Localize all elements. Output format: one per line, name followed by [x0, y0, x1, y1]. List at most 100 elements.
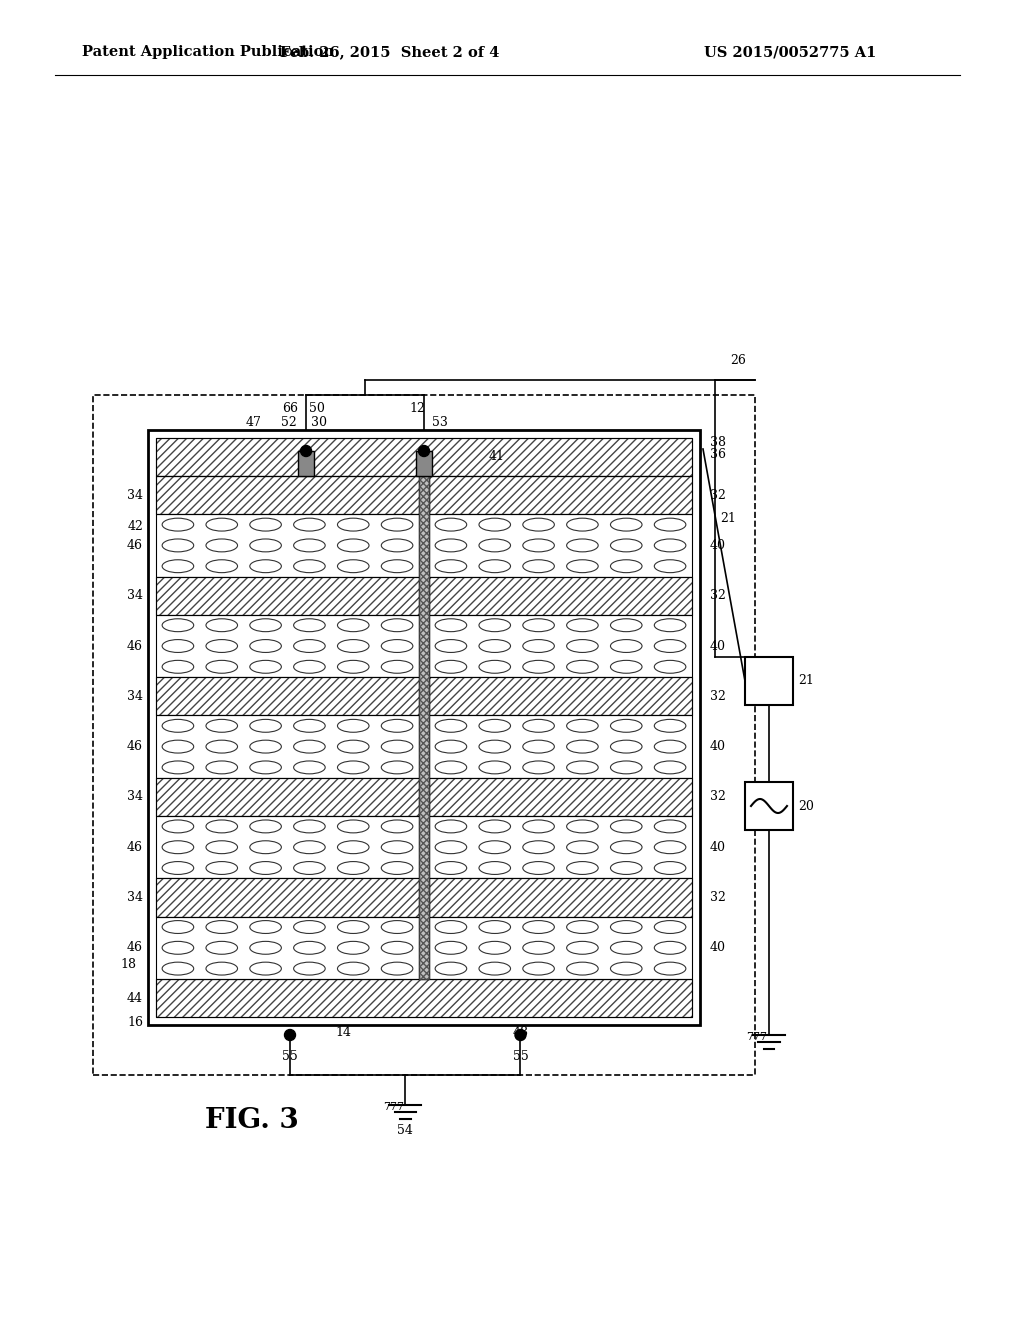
Ellipse shape	[250, 619, 282, 632]
Ellipse shape	[206, 920, 238, 933]
Ellipse shape	[654, 841, 686, 854]
Ellipse shape	[206, 719, 238, 733]
Ellipse shape	[294, 941, 326, 954]
Ellipse shape	[610, 719, 642, 733]
Text: 32: 32	[710, 791, 726, 804]
Text: 40: 40	[710, 941, 726, 954]
Ellipse shape	[294, 920, 326, 933]
Text: 34: 34	[127, 791, 143, 804]
Bar	[156, 979, 692, 1016]
Ellipse shape	[523, 820, 554, 833]
Ellipse shape	[479, 862, 511, 874]
Text: 18: 18	[120, 957, 136, 970]
Ellipse shape	[250, 820, 282, 833]
Ellipse shape	[610, 962, 642, 975]
Ellipse shape	[338, 862, 369, 874]
Circle shape	[419, 446, 429, 457]
Ellipse shape	[162, 560, 194, 573]
Ellipse shape	[250, 519, 282, 531]
Bar	[429, 577, 692, 615]
Ellipse shape	[162, 941, 194, 954]
Ellipse shape	[162, 862, 194, 874]
Ellipse shape	[523, 841, 554, 854]
Ellipse shape	[523, 539, 554, 552]
Text: 777: 777	[746, 1032, 768, 1041]
Bar	[429, 878, 692, 916]
Ellipse shape	[162, 519, 194, 531]
Ellipse shape	[162, 820, 194, 833]
Ellipse shape	[435, 660, 467, 673]
Ellipse shape	[654, 741, 686, 752]
Bar	[156, 777, 419, 816]
Ellipse shape	[523, 660, 554, 673]
Ellipse shape	[338, 719, 369, 733]
Text: 30: 30	[311, 417, 327, 429]
Ellipse shape	[566, 920, 598, 933]
Bar	[156, 477, 419, 515]
Ellipse shape	[294, 560, 326, 573]
Text: 40: 40	[710, 741, 726, 754]
Ellipse shape	[654, 862, 686, 874]
Bar	[429, 577, 692, 615]
Ellipse shape	[338, 760, 369, 774]
Ellipse shape	[479, 760, 511, 774]
Ellipse shape	[338, 519, 369, 531]
Text: 21: 21	[720, 512, 736, 525]
Ellipse shape	[206, 560, 238, 573]
Bar	[416, 451, 432, 477]
Text: 66: 66	[282, 403, 298, 416]
Ellipse shape	[294, 820, 326, 833]
Ellipse shape	[435, 920, 467, 933]
Ellipse shape	[610, 539, 642, 552]
Text: 47: 47	[246, 417, 262, 429]
Ellipse shape	[162, 539, 194, 552]
Ellipse shape	[654, 539, 686, 552]
Ellipse shape	[162, 920, 194, 933]
Text: 32: 32	[710, 488, 726, 502]
Ellipse shape	[654, 962, 686, 975]
Ellipse shape	[479, 640, 511, 652]
Bar	[156, 979, 692, 1016]
Ellipse shape	[250, 741, 282, 752]
Ellipse shape	[294, 660, 326, 673]
Ellipse shape	[435, 519, 467, 531]
Ellipse shape	[294, 741, 326, 752]
Ellipse shape	[479, 660, 511, 673]
Bar	[429, 878, 692, 916]
Bar	[156, 677, 419, 715]
Ellipse shape	[338, 741, 369, 752]
Ellipse shape	[435, 560, 467, 573]
Text: 50: 50	[309, 403, 325, 416]
Ellipse shape	[566, 862, 598, 874]
Ellipse shape	[479, 841, 511, 854]
Bar	[745, 781, 793, 830]
Ellipse shape	[566, 640, 598, 652]
Bar	[745, 657, 793, 705]
Ellipse shape	[250, 640, 282, 652]
Circle shape	[515, 1030, 526, 1040]
Ellipse shape	[523, 941, 554, 954]
Text: 46: 46	[127, 539, 143, 552]
Bar	[429, 677, 692, 715]
Text: 41: 41	[488, 450, 504, 463]
Ellipse shape	[206, 660, 238, 673]
Bar	[429, 615, 692, 677]
Text: 26: 26	[730, 354, 745, 367]
Bar	[429, 777, 692, 816]
Ellipse shape	[206, 962, 238, 975]
Bar	[156, 577, 419, 615]
Ellipse shape	[610, 760, 642, 774]
Text: 34: 34	[127, 589, 143, 602]
Text: 16: 16	[127, 1015, 143, 1028]
Ellipse shape	[435, 862, 467, 874]
Ellipse shape	[206, 760, 238, 774]
Ellipse shape	[250, 941, 282, 954]
Ellipse shape	[162, 619, 194, 632]
Ellipse shape	[338, 962, 369, 975]
Ellipse shape	[566, 741, 598, 752]
Text: 42: 42	[127, 520, 143, 533]
Text: 36: 36	[710, 447, 726, 461]
Ellipse shape	[294, 539, 326, 552]
Bar	[156, 477, 419, 515]
Ellipse shape	[654, 941, 686, 954]
